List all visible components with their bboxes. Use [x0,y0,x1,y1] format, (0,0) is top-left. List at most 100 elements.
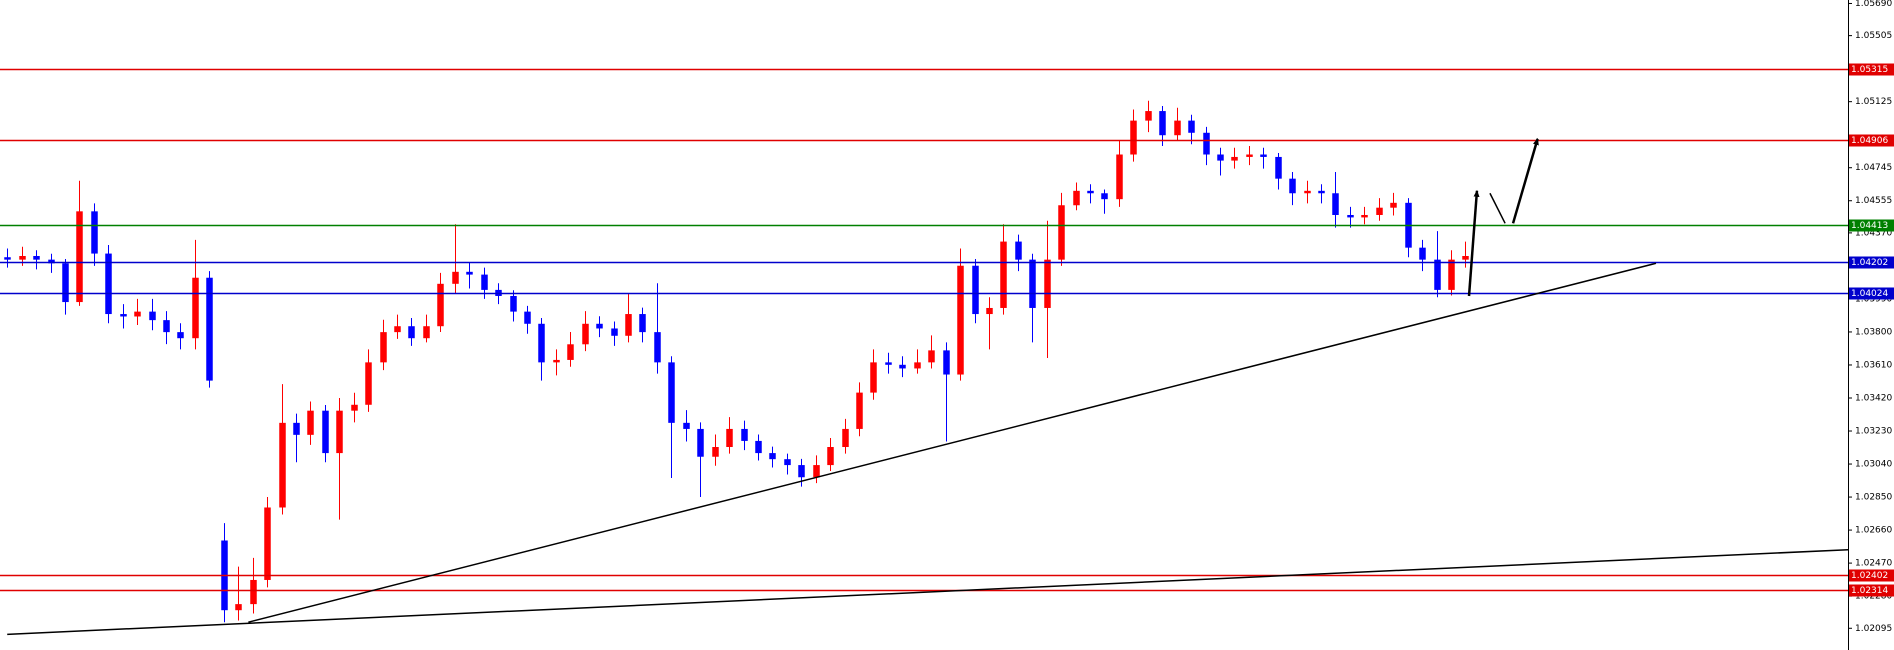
candle-body [986,307,993,315]
candle-body [1462,256,1469,260]
candle-body [567,344,574,360]
candle-body [1058,205,1065,260]
candle-body [1332,193,1339,215]
level-label: 1.04202 [1851,258,1888,268]
candle-body [538,323,545,363]
candle-body [33,256,40,260]
candle-body [899,364,906,369]
y-tick-label: 1.02280 [1855,592,1892,602]
candle-body [553,359,560,363]
candle-body [769,453,776,460]
candle-body [654,332,661,363]
candle-body [784,459,791,466]
y-tick-label: 1.02470 [1855,559,1892,569]
candle-body [842,428,849,448]
candle-body [712,447,719,457]
candle-body [149,311,156,321]
candle-body [1419,247,1426,260]
y-tick-label: 1.02660 [1855,526,1892,536]
level-label-box [1849,584,1894,597]
candle-body [972,265,979,315]
candle-body [452,271,459,284]
candle-body [827,447,834,466]
arrow [1511,137,1539,224]
y-tick-label: 1.05505 [1855,31,1892,41]
candle-body [1376,207,1383,215]
candle-body [322,410,329,454]
candle-body [293,422,300,435]
candle-body [177,332,184,339]
candle-body [1116,154,1123,200]
candle-body [1174,120,1181,136]
candle-body [726,428,733,448]
candle-body [1015,241,1022,260]
candle-body [466,271,473,275]
candle-body [813,465,820,478]
level-label: 1.02314 [1851,586,1888,596]
candle-body [336,410,343,454]
candle-body [1347,214,1354,218]
candle-body [582,323,589,345]
candle-body [48,259,55,264]
level-label-box [1849,219,1894,232]
candle-body [1073,190,1080,206]
candle-body [437,283,444,327]
candle-body [1275,156,1282,179]
candle-body [1260,154,1267,157]
candle-body [856,392,863,429]
y-tick-label: 1.04745 [1855,163,1892,173]
level-label-box [1849,63,1894,76]
y-tick-label: 1.04370 [1855,228,1892,238]
candle-body [510,295,517,312]
candle-body [250,579,257,605]
y-tick-label: 1.02095 [1855,624,1892,634]
candle-body [279,422,286,508]
y-tick-label: 1.03040 [1855,460,1892,470]
candle-body [365,362,372,405]
level-label: 1.04413 [1851,221,1888,231]
candle-body [943,350,950,375]
candle-body [380,332,387,363]
candle-body [1390,202,1397,208]
candle-body [408,326,415,339]
candle-body [668,362,675,423]
candle-body [351,404,358,411]
candle-body [163,320,170,333]
level-label: 1.04906 [1851,136,1888,146]
candle-body [264,507,271,580]
candle-body [423,326,430,339]
y-tick-label: 1.03230 [1855,427,1892,437]
candle-body [1289,178,1296,194]
candle-body [914,362,921,369]
candle-body [19,256,26,260]
candle-body [1203,132,1210,155]
candle-body [697,428,704,457]
trendline [248,262,1657,623]
candle-body [76,211,83,303]
y-tick-label: 1.03800 [1855,327,1892,337]
candle-body [524,311,531,324]
candle-body [62,263,69,303]
candle-body [192,277,199,339]
candle-body [1101,193,1108,200]
candle-body [1145,111,1152,121]
level-label-box [1849,569,1894,582]
level-label-box [1849,256,1894,269]
candle-body [1000,241,1007,308]
candle-body [394,326,401,333]
y-tick-label: 1.05125 [1855,97,1892,107]
candle-body [611,328,618,336]
candle-body [741,428,748,441]
candle-body [1029,259,1036,308]
candle-body [1188,120,1195,133]
y-tick-label: 1.02850 [1855,493,1892,503]
candle-body [1318,190,1325,194]
trendline [1489,192,1506,224]
level-label-box [1849,287,1894,300]
candle-body [596,323,603,329]
y-tick-label: 1.04555 [1855,196,1892,206]
candle-body [1246,154,1253,157]
